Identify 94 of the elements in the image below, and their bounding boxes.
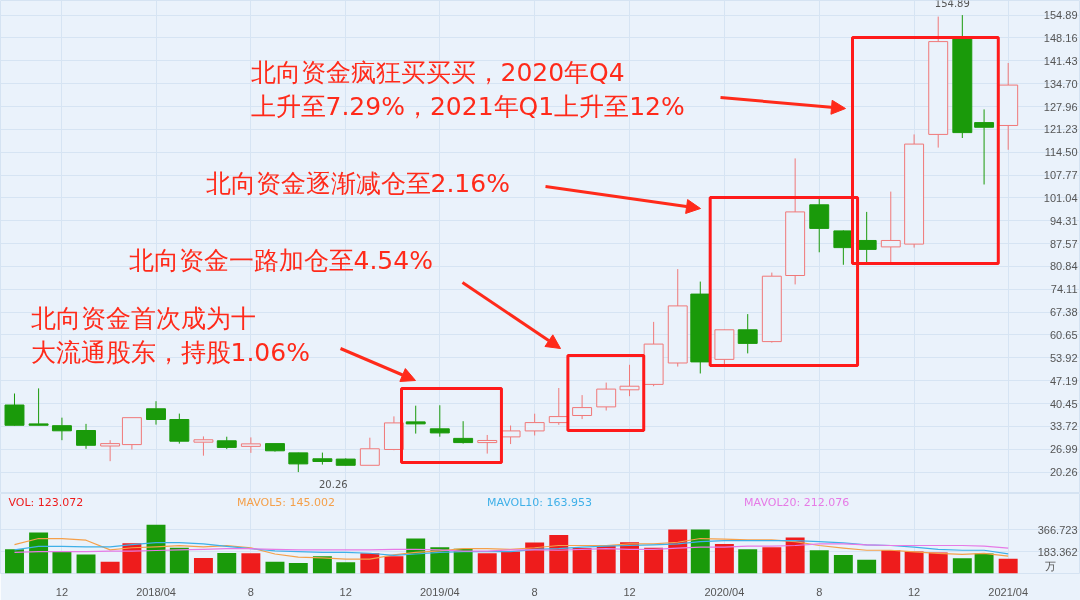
candlestick — [974, 108, 995, 185]
y-tick-label: 154.89 — [1043, 9, 1078, 22]
y-tick-label: 80.84 — [1049, 260, 1078, 273]
annotation: 北向资金疯狂买买买，2020年Q4 — [250, 58, 625, 87]
bar — [5, 549, 24, 574]
bar — [312, 556, 332, 574]
y-tick-label: 366.723 — [1037, 523, 1078, 536]
y-tick-label: 53.92 — [1049, 351, 1078, 364]
y-tick-label: 121.23 — [1043, 123, 1078, 136]
x-tick-label: 8 — [247, 585, 254, 598]
y-tick-label: 67.38 — [1049, 306, 1078, 319]
y-tick-label: 74.11 — [1050, 283, 1078, 296]
x-tick-label: 2020/04 — [704, 585, 745, 598]
y-tick-label: 40.45 — [1049, 397, 1078, 410]
x-tick-label: 2019/04 — [419, 585, 460, 598]
annotation: 北向资金一路加仓至4.54% — [128, 246, 433, 275]
x-tick-label: 12 — [55, 585, 69, 598]
candlestick — [193, 435, 214, 457]
bar — [644, 547, 664, 574]
text: MAVOL5: 145.002 — [236, 496, 336, 509]
annotation: 大流通股东，持股1.06% — [30, 338, 310, 367]
bar — [477, 553, 497, 574]
candlestick — [904, 133, 925, 249]
candlestick — [240, 436, 261, 454]
candlestick — [998, 62, 1019, 151]
annotation: 北向资金逐渐减仓至2.16% — [205, 169, 510, 198]
candlestick — [405, 405, 426, 435]
y-tick-label: 26.99 — [1049, 443, 1078, 456]
bar — [384, 556, 404, 574]
y-tick-label: 47.19 — [1049, 374, 1078, 387]
candlestick — [100, 439, 121, 462]
candlestick — [572, 394, 593, 420]
y-tick-label: 127.96 — [1043, 100, 1078, 113]
bar — [974, 553, 994, 574]
bar — [809, 550, 829, 574]
y-tick-label: 87.57 — [1049, 237, 1078, 250]
bar — [29, 532, 49, 574]
y-tick-label: 107.77 — [1043, 169, 1078, 182]
bar — [690, 529, 710, 574]
candlestick — [453, 420, 474, 444]
y-tick-label: 101.04 — [1043, 191, 1078, 204]
candlestick — [785, 157, 806, 285]
bar — [241, 553, 261, 574]
candlestick — [146, 400, 166, 426]
text: MAVOL10: 163.953 — [486, 496, 593, 509]
x-tick-label: 12 — [623, 585, 636, 598]
x-tick-label: 8 — [531, 585, 538, 598]
candlestick — [928, 16, 949, 149]
bar — [217, 553, 237, 574]
bar — [288, 563, 308, 574]
bar — [881, 550, 901, 574]
annotation: 北向资金首次成为十 — [30, 304, 256, 333]
y-tick-label: 114.50 — [1044, 146, 1078, 159]
bar — [52, 551, 72, 574]
y-tick-label: 134.70 — [1043, 77, 1078, 90]
annotation: 上升至7.29%，2021年Q1上升至12% — [250, 92, 685, 121]
candlestick — [619, 364, 640, 397]
x-tick-label: 12 — [907, 585, 921, 598]
annotation: 20.26 — [318, 479, 348, 491]
y-tick-label: 183.362 — [1037, 545, 1078, 558]
bar — [501, 551, 521, 574]
y-tick-label: 94.31 — [1049, 214, 1078, 227]
candlestick — [51, 417, 72, 441]
y-tick-label: 141.43 — [1043, 54, 1078, 67]
bar — [904, 551, 924, 574]
x-tick-label: 8 — [816, 585, 823, 598]
bar — [572, 548, 592, 574]
bar — [762, 547, 782, 574]
bar — [998, 558, 1018, 574]
bar — [928, 552, 948, 574]
y-tick-label: 148.16 — [1043, 31, 1078, 44]
y-tick-label: 60.65 — [1049, 328, 1078, 341]
y-axis-title: 万 — [1044, 559, 1056, 572]
candlestick — [76, 423, 96, 450]
bar — [76, 554, 96, 574]
text: VOL: 123.072 — [8, 496, 84, 509]
bar — [833, 555, 853, 574]
bar — [193, 557, 213, 574]
bar — [714, 543, 734, 574]
annotation: 154.89 — [934, 0, 970, 10]
x-tick-label: 2018/04 — [136, 585, 176, 598]
candlestick — [477, 434, 498, 455]
bar — [169, 547, 189, 574]
bar — [738, 549, 758, 574]
y-tick-label: 20.26 — [1049, 466, 1078, 479]
candlestick — [737, 313, 758, 354]
text: MAVOL20: 212.076 — [744, 496, 850, 509]
bar — [336, 562, 356, 574]
x-tick-label: 12 — [339, 585, 352, 598]
bar — [952, 558, 972, 574]
bar — [100, 561, 120, 574]
y-tick-label: 33.72 — [1049, 420, 1078, 433]
bar — [857, 559, 877, 574]
x-tick-label: 2021/04 — [988, 585, 1029, 598]
